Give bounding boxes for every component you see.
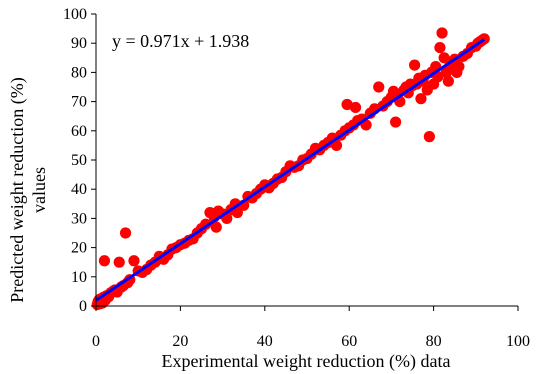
data-point: [98, 255, 111, 267]
trendline: [95, 38, 486, 302]
x-tick-label: 80: [426, 333, 442, 350]
data-point: [415, 93, 427, 105]
data-point: [436, 27, 448, 39]
x-tick-label: 100: [506, 333, 530, 350]
y-tick-label: 10: [71, 269, 87, 286]
y-tick-label: 80: [71, 64, 87, 81]
axes-layer: [91, 13, 519, 311]
y-axis-title-line-2: values: [29, 167, 49, 213]
y-tick-label: 0: [79, 298, 87, 315]
data-point: [390, 116, 402, 128]
data-point: [349, 101, 362, 114]
data-point: [442, 75, 454, 87]
data-point: [113, 256, 125, 268]
y-tick-label: 100: [63, 6, 87, 23]
y-tick-label: 40: [71, 181, 87, 198]
y-tick-label: 90: [71, 35, 87, 52]
data-point: [341, 98, 353, 111]
data-point: [434, 41, 446, 54]
x-tick-label: 60: [341, 333, 357, 350]
trendline-equation: y = 0.971x + 1.938: [112, 31, 249, 51]
data-point: [330, 139, 343, 151]
data-point: [373, 81, 385, 93]
tick-labels-layer: 0 10 20 30 40 50 60 70 80 90 100 0 20 40 60 80 100: [63, 6, 530, 350]
y-tick-label: 70: [71, 94, 87, 111]
data-point: [409, 59, 421, 71]
data-point: [453, 60, 465, 73]
x-axis-title: Experimental weight reduction (%) data: [162, 351, 451, 372]
x-tick-label: 0: [92, 333, 100, 350]
y-tick-label: 60: [71, 123, 87, 140]
x-tick-label: 20: [172, 333, 188, 350]
x-tick-label: 40: [257, 333, 273, 350]
y-tick-label: 50: [71, 152, 87, 169]
data-point: [210, 221, 222, 233]
data-point: [128, 255, 140, 267]
data-point: [231, 206, 243, 219]
data-point: [423, 131, 435, 143]
data-point: [119, 227, 132, 239]
y-tick-label: 30: [71, 210, 87, 227]
trendline-layer: [95, 38, 486, 302]
y-axis-title-line-1: Predicted weight reduction (%): [7, 77, 28, 302]
y-tick-label: 20: [71, 240, 87, 257]
